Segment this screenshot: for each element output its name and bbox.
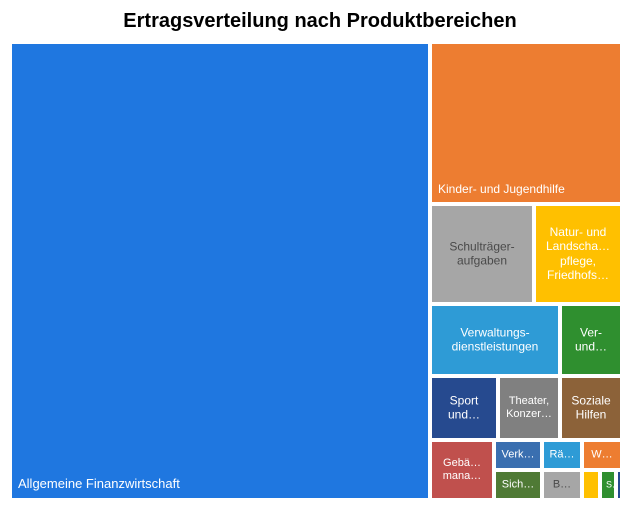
cell-ver-und: Ver-und… xyxy=(560,304,622,376)
cell-s: S… xyxy=(600,470,616,500)
cell-label: Theater,Konzer… xyxy=(500,395,558,421)
cell-label: Ver-und… xyxy=(562,326,620,355)
cell-schultraeger: Schulträger-aufgaben xyxy=(430,204,534,304)
cell-label: Gebä…mana… xyxy=(432,457,492,483)
cell-blank1 xyxy=(582,470,600,500)
cell-label: Sich… xyxy=(496,478,540,491)
cell-label: S… xyxy=(602,480,614,491)
cell-raeuml: Rä… xyxy=(542,440,582,470)
cell-label: Verwaltungs-dienstleistungen xyxy=(432,326,558,355)
cell-w: W… xyxy=(582,440,622,470)
cell-kinder-jugend: Kinder- und Jugendhilfe xyxy=(430,42,622,204)
cell-blank2 xyxy=(616,470,622,500)
cell-label: Allgemeine Finanzwirtschaft xyxy=(18,476,180,492)
cell-label: W… xyxy=(584,448,620,461)
cell-sport: Sportund… xyxy=(430,376,498,440)
treemap-chart: Ertragsverteilung nach Produktbereichen … xyxy=(0,0,640,514)
treemap-area: Allgemeine Finanzwirtschaft Kinder- und J… xyxy=(10,42,622,500)
cell-b: B… xyxy=(542,470,582,500)
cell-gebaeude: Gebä…mana… xyxy=(430,440,494,500)
cell-soziale-hilfen: SozialeHilfen xyxy=(560,376,622,440)
chart-title: Ertragsverteilung nach Produktbereichen xyxy=(0,0,640,41)
cell-label: Schulträger-aufgaben xyxy=(432,240,532,269)
cell-label: Verk… xyxy=(496,448,540,461)
cell-label: Rä… xyxy=(544,448,580,461)
cell-label: SozialeHilfen xyxy=(562,394,620,423)
cell-label: Sportund… xyxy=(432,394,496,423)
cell-verwaltung: Verwaltungs-dienstleistungen xyxy=(430,304,560,376)
cell-verkehr: Verk… xyxy=(494,440,542,470)
cell-sicherheit: Sich… xyxy=(494,470,542,500)
cell-natur-landschaft: Natur- undLandscha…pflege,Friedhofs… xyxy=(534,204,622,304)
cell-label: B… xyxy=(544,478,580,491)
cell-label: Natur- undLandscha…pflege,Friedhofs… xyxy=(536,225,620,283)
cell-allg-finanz: Allgemeine Finanzwirtschaft xyxy=(10,42,430,500)
cell-label: Kinder- und Jugendhilfe xyxy=(438,182,565,196)
cell-theater: Theater,Konzer… xyxy=(498,376,560,440)
